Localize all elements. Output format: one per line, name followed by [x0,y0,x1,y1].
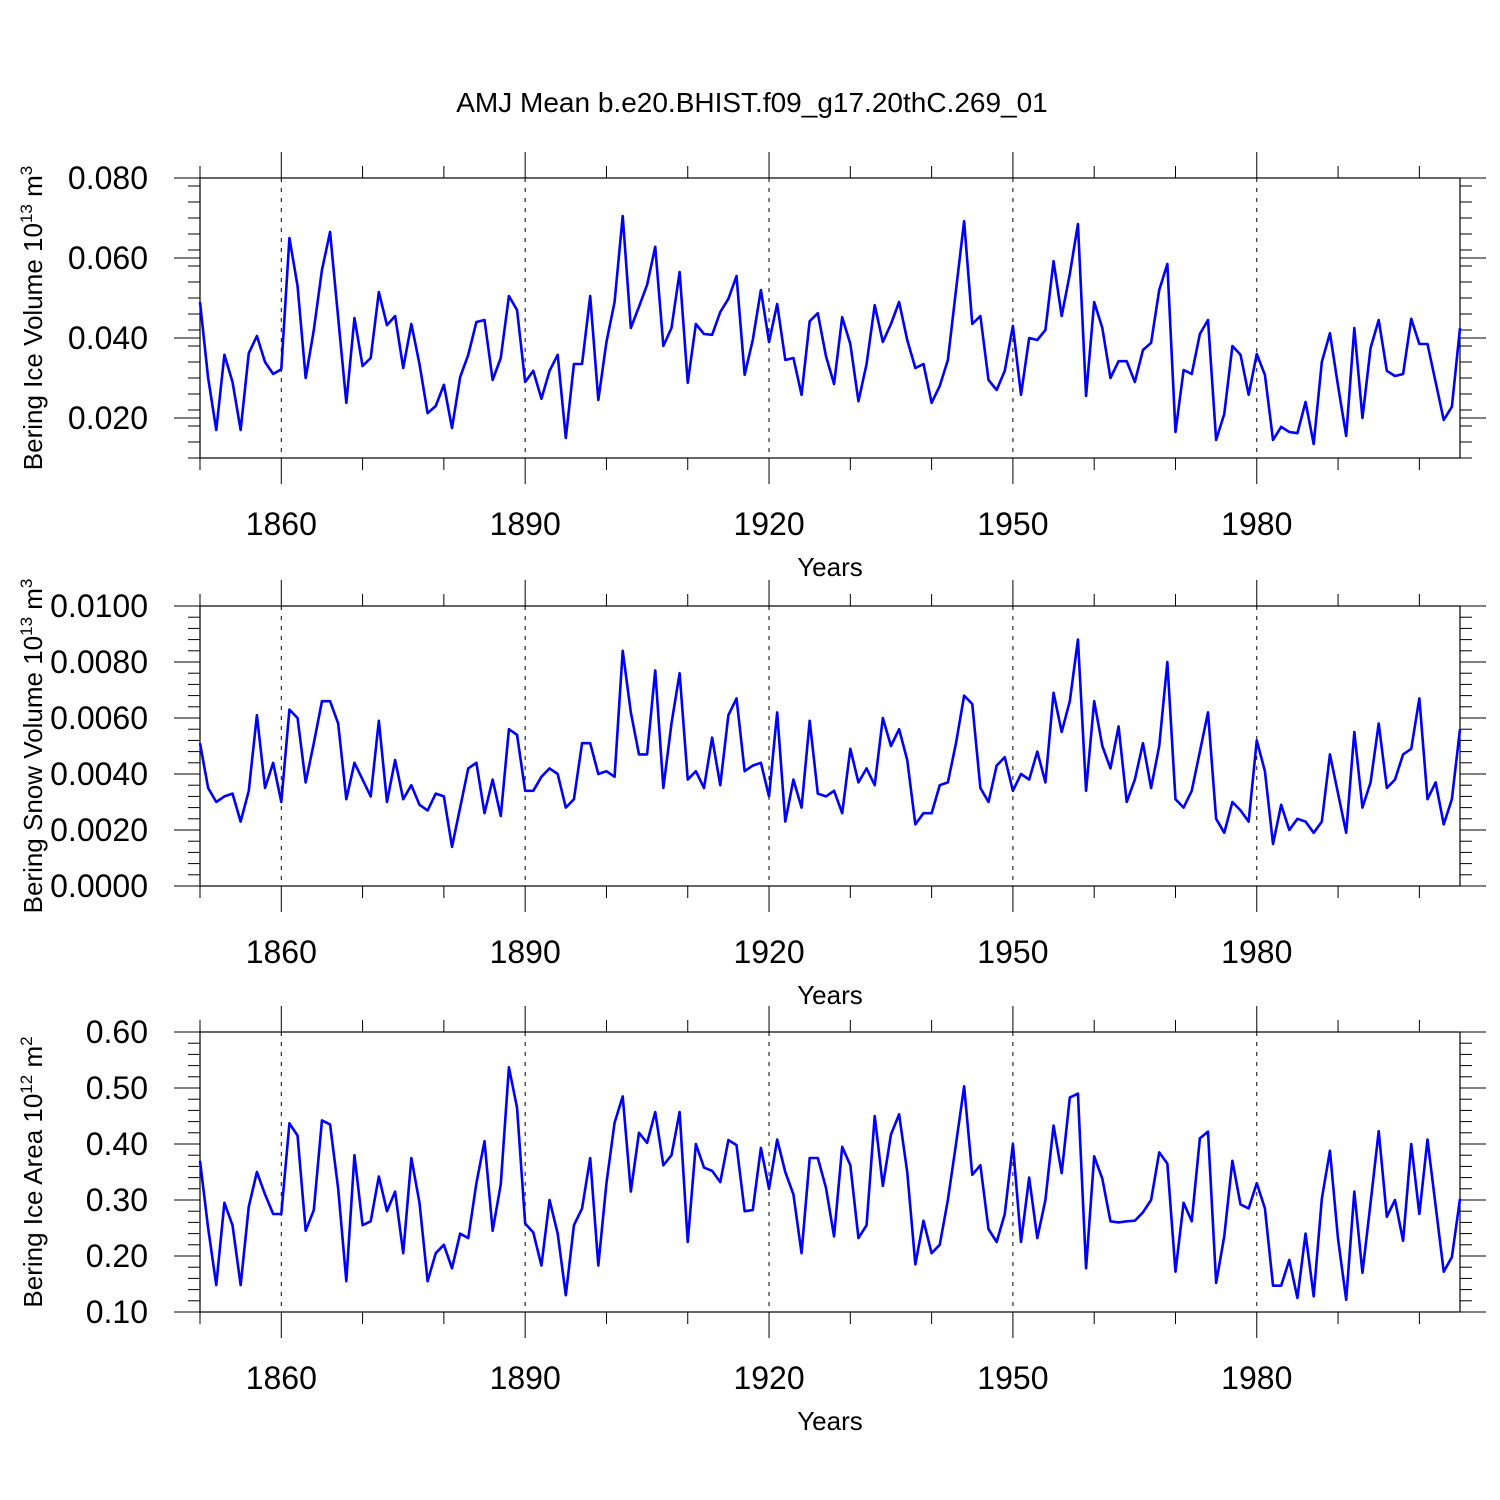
plot-frame [199,605,1461,887]
y-axis-title: Bering Ice Volume 1013 m3 [17,166,48,470]
x-tick-label: 1920 [733,934,804,970]
x-axis-title: Years [797,1406,863,1436]
plot-frame [199,1031,1461,1313]
y-tick-label: 0.060 [68,240,148,276]
y-tick-label: 0.080 [68,160,148,196]
x-tick-label: 1860 [246,1360,317,1396]
plot-frame [199,177,1461,459]
y-tick-label: 0.10 [86,1294,148,1330]
x-tick-label: 1950 [977,934,1048,970]
x-tick-label: 1890 [490,1360,561,1396]
y-tick-label: 0.0100 [50,588,148,624]
x-tick-label: 1950 [977,506,1048,542]
y-tick-label: 0.50 [86,1070,148,1106]
x-axis-title: Years [797,552,863,582]
y-tick-label: 0.40 [86,1126,148,1162]
y-tick-label: 0.0040 [50,756,148,792]
data-series-line [198,1065,1462,1301]
y-tick-label: 0.30 [86,1182,148,1218]
panel-1: 1860 1890 1920 1950 1980 0.020 0.040 0.060 0.080… [17,152,1486,582]
data-series-line [198,214,1462,446]
y-tick-label: 0.0020 [50,812,148,848]
x-tick-label: 1860 [246,506,317,542]
y-axis-title: Bering Ice Area 1012 m2 [17,1036,48,1307]
x-tick-label: 1890 [490,506,561,542]
chart-title: AMJ Mean b.e20.BHIST.f09_g17.20thC.269_0… [456,87,1048,118]
x-tick-label: 1920 [733,506,804,542]
x-axis-title: Years [797,980,863,1010]
y-tick-label: 0.040 [68,320,148,356]
x-tick-label: 1890 [490,934,561,970]
y-tick-label: 0.20 [86,1238,148,1274]
y-tick-label: 0.0060 [50,700,148,736]
x-tick-label: 1980 [1221,934,1292,970]
y-tick-label: 0.0000 [50,868,148,904]
data-series-line [198,638,1462,849]
panel-3: 1860 1890 1920 1950 1980 0.10 0.20 0.30 0.40 0.50… [17,1006,1486,1436]
x-tick-label: 1860 [246,934,317,970]
panel-2: 1860 1890 1920 1950 1980 0.0000 0.0020 0.0040 0.… [17,579,1486,1010]
y-tick-label: 0.0080 [50,644,148,680]
x-tick-label: 1920 [733,1360,804,1396]
y-tick-label: 0.60 [86,1014,148,1050]
y-axis-title: Bering Snow Volume 1013 m3 [17,579,48,914]
x-tick-label: 1980 [1221,506,1292,542]
chart-panels: 1860 1890 1920 1950 1980 0.020 0.040 0.060 0.080… [17,152,1486,1436]
x-tick-label: 1980 [1221,1360,1292,1396]
y-tick-label: 0.020 [68,400,148,436]
x-tick-label: 1950 [977,1360,1048,1396]
